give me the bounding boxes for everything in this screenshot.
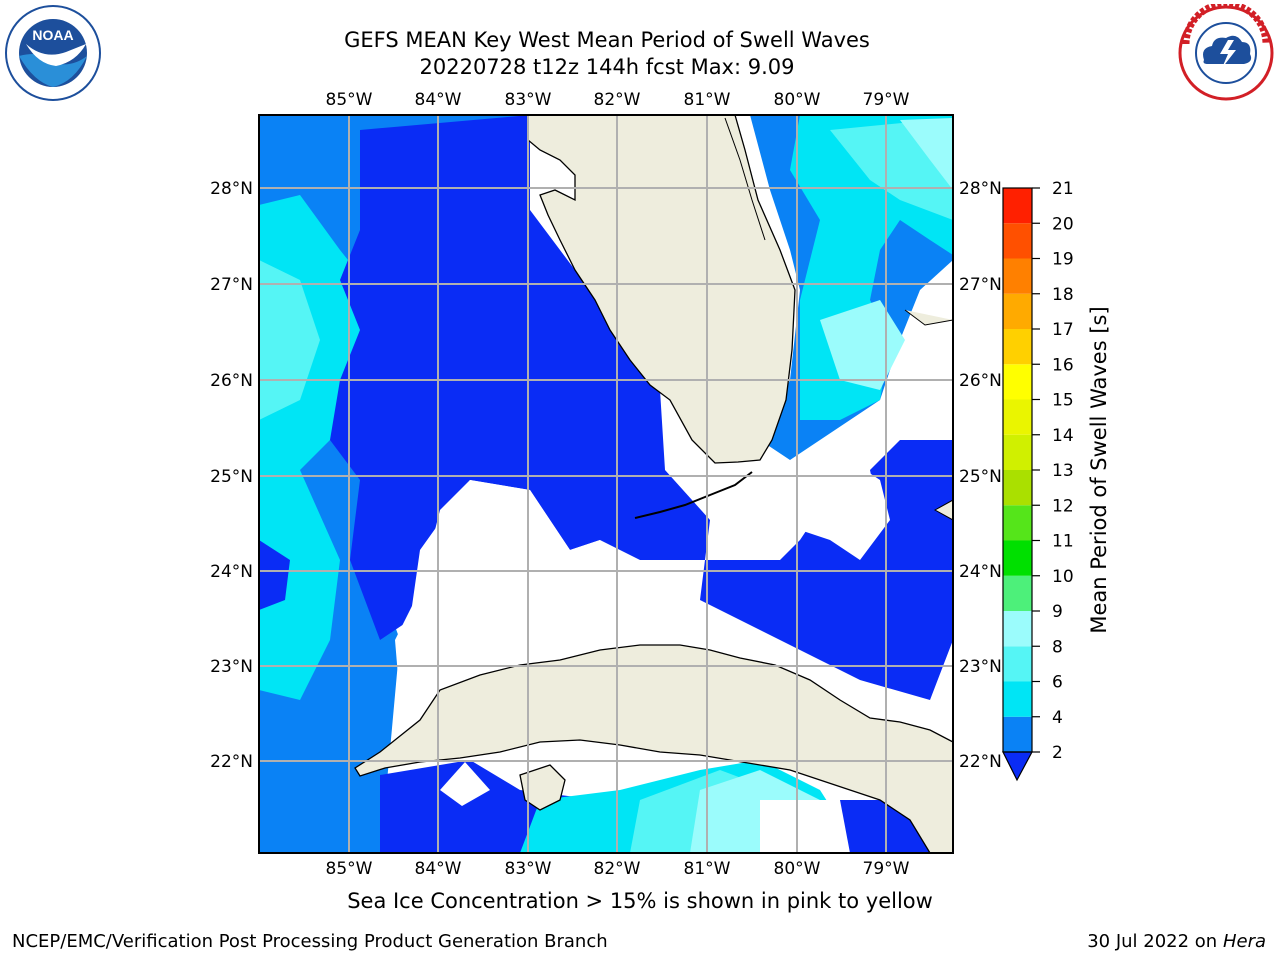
lat-label: 23°N [210,657,253,677]
lon-label: 82°W [594,859,641,879]
lon-label: 83°W [505,90,552,110]
lon-label: 79°W [863,859,910,879]
lon-label: 80°W [774,859,821,879]
colorbar-tick-label: 12 [1052,496,1074,516]
colorbar-tick-label: 19 [1052,250,1074,270]
lon-label: 85°W [326,90,373,110]
colorbar-segment [1003,681,1032,717]
noaa-logo-text: NOAA [32,27,73,43]
colorbar-segment [1003,399,1032,435]
lat-label: 28°N [959,179,1002,199]
lat-labels-right: 28°N 27°N 26°N 25°N 24°N 23°N 22°N [959,179,1002,772]
colorbar-segment [1003,716,1032,752]
lat-label: 22°N [959,752,1002,772]
colorbar-segment [1003,329,1032,365]
colorbar-segment [1003,364,1032,400]
colorbar-tick-label: 8 [1052,637,1063,657]
colorbar-segment [1003,188,1032,224]
lon-label: 82°W [594,90,641,110]
lon-label: 84°W [415,90,462,110]
colorbar-tick-label: 2 [1052,743,1063,763]
map-title: GEFS MEAN Key West Mean Period of Swell … [344,28,870,52]
colorbar-tick-label: 4 [1052,708,1063,728]
map-frame [258,114,954,854]
colorbar-tick-label: 13 [1052,461,1074,481]
footer-date-text: 30 Jul 2022 on [1087,931,1218,952]
lon-labels-top: 85°W 84°W 83°W 82°W 81°W 80°W 79°W [326,90,910,110]
noaa-logo: NOAA [5,5,101,101]
lat-label: 24°N [210,562,253,582]
map-gridlines [259,115,953,853]
colorbar-segment [1003,258,1032,294]
lon-label: 83°W [505,859,552,879]
colorbar-tick-label: 15 [1052,391,1074,411]
lat-label: 24°N [959,562,1002,582]
colorbar-label: Mean Period of Swell Waves [s] [1087,306,1111,633]
colorbar-tick-label: 20 [1052,214,1074,234]
lat-label: 26°N [959,371,1002,391]
colorbar-tick-label: 6 [1052,673,1063,693]
colorbar: 2 4 6 8 9 10 11 12 13 14 15 16 17 18 19 20 21 Mean Perio… [1002,179,1111,782]
colorbar-tick-label: 9 [1052,602,1063,622]
swell-period-field [259,115,953,853]
lon-labels-bottom: 85°W 84°W 83°W 82°W 81°W 80°W 79°W [326,859,910,879]
map-subtitle-forecast: 20220728 t12z 144h fcst Max: 9.09 [419,55,795,79]
colorbar-segment [1003,611,1032,647]
colorbar-tick-label: 17 [1052,320,1074,340]
colorbar-tick-label: 10 [1052,567,1074,587]
lon-label: 80°W [774,90,821,110]
colorbar-tick-label: 14 [1052,426,1074,446]
nws-logo [1178,4,1274,101]
colorbar-tick-label: 18 [1052,285,1074,305]
footer-date: 30 Jul 2022 on Hera [1087,931,1266,952]
colorbar-tick-label: 21 [1052,179,1074,199]
lon-label: 84°W [415,859,462,879]
cuba-landmass [354,644,953,853]
lat-labels-left: 28°N 27°N 26°N 25°N 24°N 23°N 22°N [210,179,253,772]
lon-label: 81°W [684,859,731,879]
colorbar-segment [1003,223,1032,259]
colorbar-segment [1003,470,1032,506]
footer-host: Hera [1222,931,1266,952]
colorbar-segment [1003,505,1032,541]
lon-label: 79°W [863,90,910,110]
lon-label: 81°W [684,90,731,110]
colorbar-segment [1003,646,1032,682]
lat-label: 25°N [210,467,253,487]
lat-label: 26°N [210,371,253,391]
colorbar-segment [1003,434,1032,470]
colorbar-segment [1003,540,1032,576]
colorbar-segment [1003,293,1032,329]
colorbar-tick-label: 16 [1052,355,1074,375]
lat-label: 25°N [959,467,1002,487]
lat-label: 27°N [210,275,253,295]
florida-landmass [527,115,796,464]
colorbar-tick-label: 11 [1052,532,1074,552]
lon-label: 85°W [326,859,373,879]
lat-label: 28°N [210,179,253,199]
colorbar-extend-triangle [1002,751,1034,782]
sea-ice-note: Sea Ice Concentration > 15% is shown in … [347,889,933,913]
lat-label: 23°N [959,657,1002,677]
lat-label: 27°N [959,275,1002,295]
footer-credit: NCEP/EMC/Verification Post Processing Pr… [12,931,608,952]
colorbar-segment [1003,575,1032,611]
lat-label: 22°N [210,752,253,772]
